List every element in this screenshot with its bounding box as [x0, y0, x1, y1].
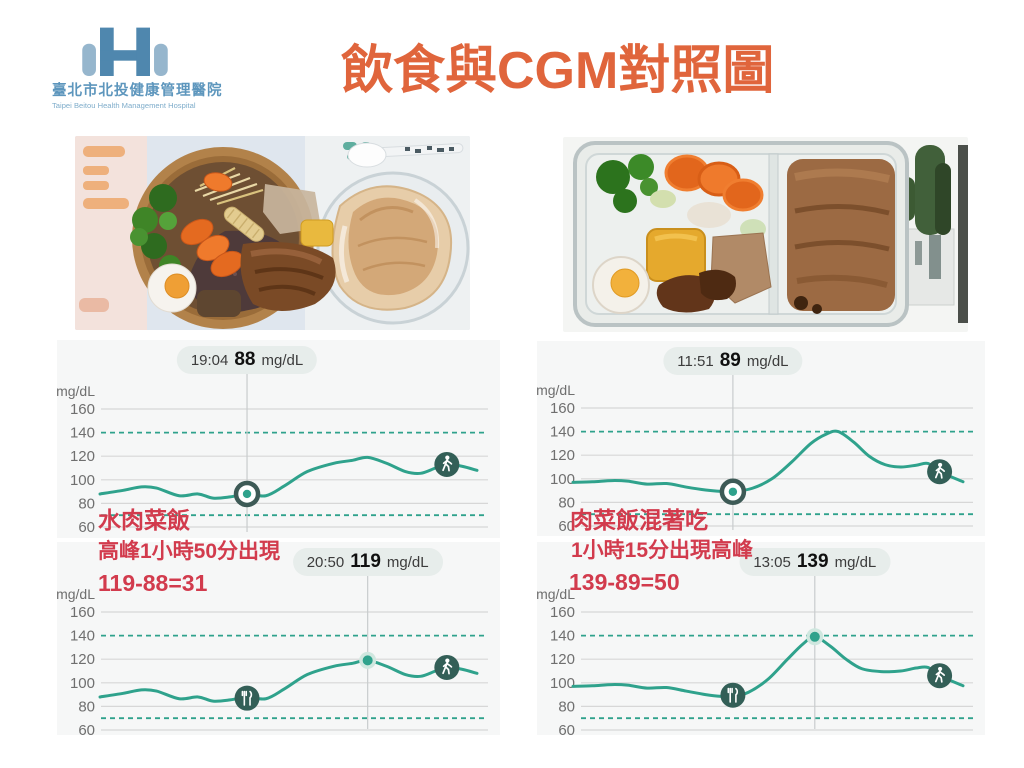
svg-text:60: 60 — [558, 722, 575, 735]
svg-text:160: 160 — [550, 604, 575, 621]
meal-icon — [234, 685, 260, 711]
tooltip-unit: mg/dL — [261, 352, 304, 369]
tooltip-value: 89 — [719, 350, 741, 371]
mushroom-chunk — [197, 290, 241, 317]
cgm-line-chart: 160 140 120 100 80 60 mg/dL — [57, 576, 488, 735]
hospital-name-zh: 臺北市北投健康管理醫院 — [52, 83, 223, 99]
cgm-chart-top-left: 19:04 88 mg/dL 160 140 120 100 80 60 mg/dL — [57, 340, 500, 538]
hospital-logo-icon — [82, 27, 168, 76]
tooltip-time: 19:04 — [190, 352, 229, 369]
annotation-left-peak-time: 高峰1小時50分出現 — [98, 540, 281, 563]
svg-text:160: 160 — [70, 604, 95, 621]
tooltip-value: 119 — [350, 551, 381, 572]
broccoli — [596, 154, 676, 213]
tooltip-time: 20:50 — [306, 554, 345, 571]
cgm-chart-bottom-left: 20:50 119 mg/dL 160 140 120 100 80 60 mg/dL — [57, 542, 500, 735]
meal-icon — [720, 682, 746, 708]
glucose-tooltip: 19:04 88 mg/dL — [176, 346, 318, 374]
cabbage — [650, 190, 676, 208]
baby-corn — [223, 206, 265, 242]
spoon — [347, 142, 464, 168]
svg-text:80: 80 — [558, 494, 575, 511]
svg-text:80: 80 — [78, 698, 95, 715]
braised-meat — [656, 269, 736, 313]
cgm-line-chart: 160 140 120 100 80 60 mg/dL — [537, 576, 973, 735]
braised-slab — [787, 159, 895, 314]
braised-meat — [240, 241, 336, 311]
cgm-chart-top-right: 11:51 89 mg/dL 160 140 120 100 80 60 mg/dL — [537, 341, 985, 536]
svg-text:140: 140 — [550, 424, 575, 441]
meal-photo-bowl — [75, 136, 470, 330]
tooltip-unit: mg/dL — [746, 353, 789, 370]
svg-text:100: 100 — [70, 675, 95, 692]
pumpkin-cube — [300, 219, 334, 247]
tooltip-value: 88 — [234, 349, 256, 370]
vacuum-pack-fish — [331, 185, 453, 311]
meal-photo-glassbox — [563, 137, 968, 332]
walk-icon — [927, 663, 953, 689]
svg-text:100: 100 — [550, 675, 575, 692]
cgm-chart-bottom-right: 13:05 139 mg/dL 160 140 120 100 80 60 mg/dL — [537, 542, 985, 735]
carrot-slices — [664, 154, 764, 212]
annotation-right-peak-time: 1小時15分出現高峰 — [571, 539, 754, 562]
walk-icon — [434, 654, 460, 680]
chicken-piece — [687, 202, 731, 228]
svg-text:mg/dL: mg/dL — [57, 383, 95, 399]
boiled-egg — [147, 263, 197, 313]
svg-text:100: 100 — [70, 472, 95, 489]
svg-text:100: 100 — [550, 471, 575, 488]
tooltip-value: 139 — [796, 551, 829, 572]
glucose-tooltip: 11:51 89 mg/dL — [663, 347, 803, 375]
page-title: 飲食與CGM對照圖 — [341, 42, 775, 100]
svg-text:60: 60 — [78, 722, 95, 735]
svg-text:120: 120 — [550, 447, 575, 464]
hospital-name-en: Taipei Beitou Health Management Hospital — [52, 101, 196, 110]
cgm-line-chart: 160 140 120 100 80 60 mg/dL — [57, 374, 488, 536]
annotation-right-delta: 139-89=50 — [569, 569, 680, 595]
svg-text:160: 160 — [550, 400, 575, 417]
tooltip-unit: mg/dL — [834, 554, 877, 571]
glucose-tooltip: 20:50 119 mg/dL — [292, 548, 443, 576]
tooltip-time: 11:51 — [677, 353, 714, 370]
boiled-egg — [592, 256, 650, 314]
tooltip-time: 13:05 — [753, 554, 791, 571]
pumpkin-chunk — [646, 228, 706, 282]
svg-text:160: 160 — [70, 401, 95, 418]
annotation-left-delta: 119-88=31 — [98, 570, 208, 596]
box-divider — [768, 153, 779, 315]
flyer-text-blobs — [79, 146, 129, 312]
annotation-left-meal-order: 水肉菜飯 — [98, 507, 190, 533]
hospital-logo: 臺北市北投健康管理醫院 Taipei Beitou Health Managem… — [52, 26, 267, 110]
svg-text:mg/dL: mg/dL — [537, 382, 575, 398]
tooltip-unit: mg/dL — [386, 554, 429, 571]
svg-text:120: 120 — [70, 651, 95, 668]
svg-text:120: 120 — [550, 651, 575, 668]
cgm-line-chart: 160 140 120 100 80 60 mg/dL — [537, 375, 973, 535]
svg-text:60: 60 — [558, 518, 575, 535]
cactus-decor — [899, 145, 968, 323]
svg-text:120: 120 — [70, 448, 95, 465]
annotation-right-meal-order: 肉菜飯混著吃 — [570, 507, 708, 533]
svg-text:mg/dL: mg/dL — [537, 586, 575, 602]
svg-text:80: 80 — [558, 698, 575, 715]
glucose-tooltip: 13:05 139 mg/dL — [739, 548, 891, 576]
walk-icon — [434, 451, 460, 477]
walk-icon — [927, 459, 953, 485]
svg-text:60: 60 — [78, 519, 95, 536]
svg-text:140: 140 — [70, 425, 95, 442]
svg-text:80: 80 — [78, 495, 95, 512]
carrot-slices — [180, 172, 244, 278]
svg-text:mg/dL: mg/dL — [57, 586, 95, 602]
svg-text:140: 140 — [70, 628, 95, 645]
svg-text:140: 140 — [550, 628, 575, 645]
